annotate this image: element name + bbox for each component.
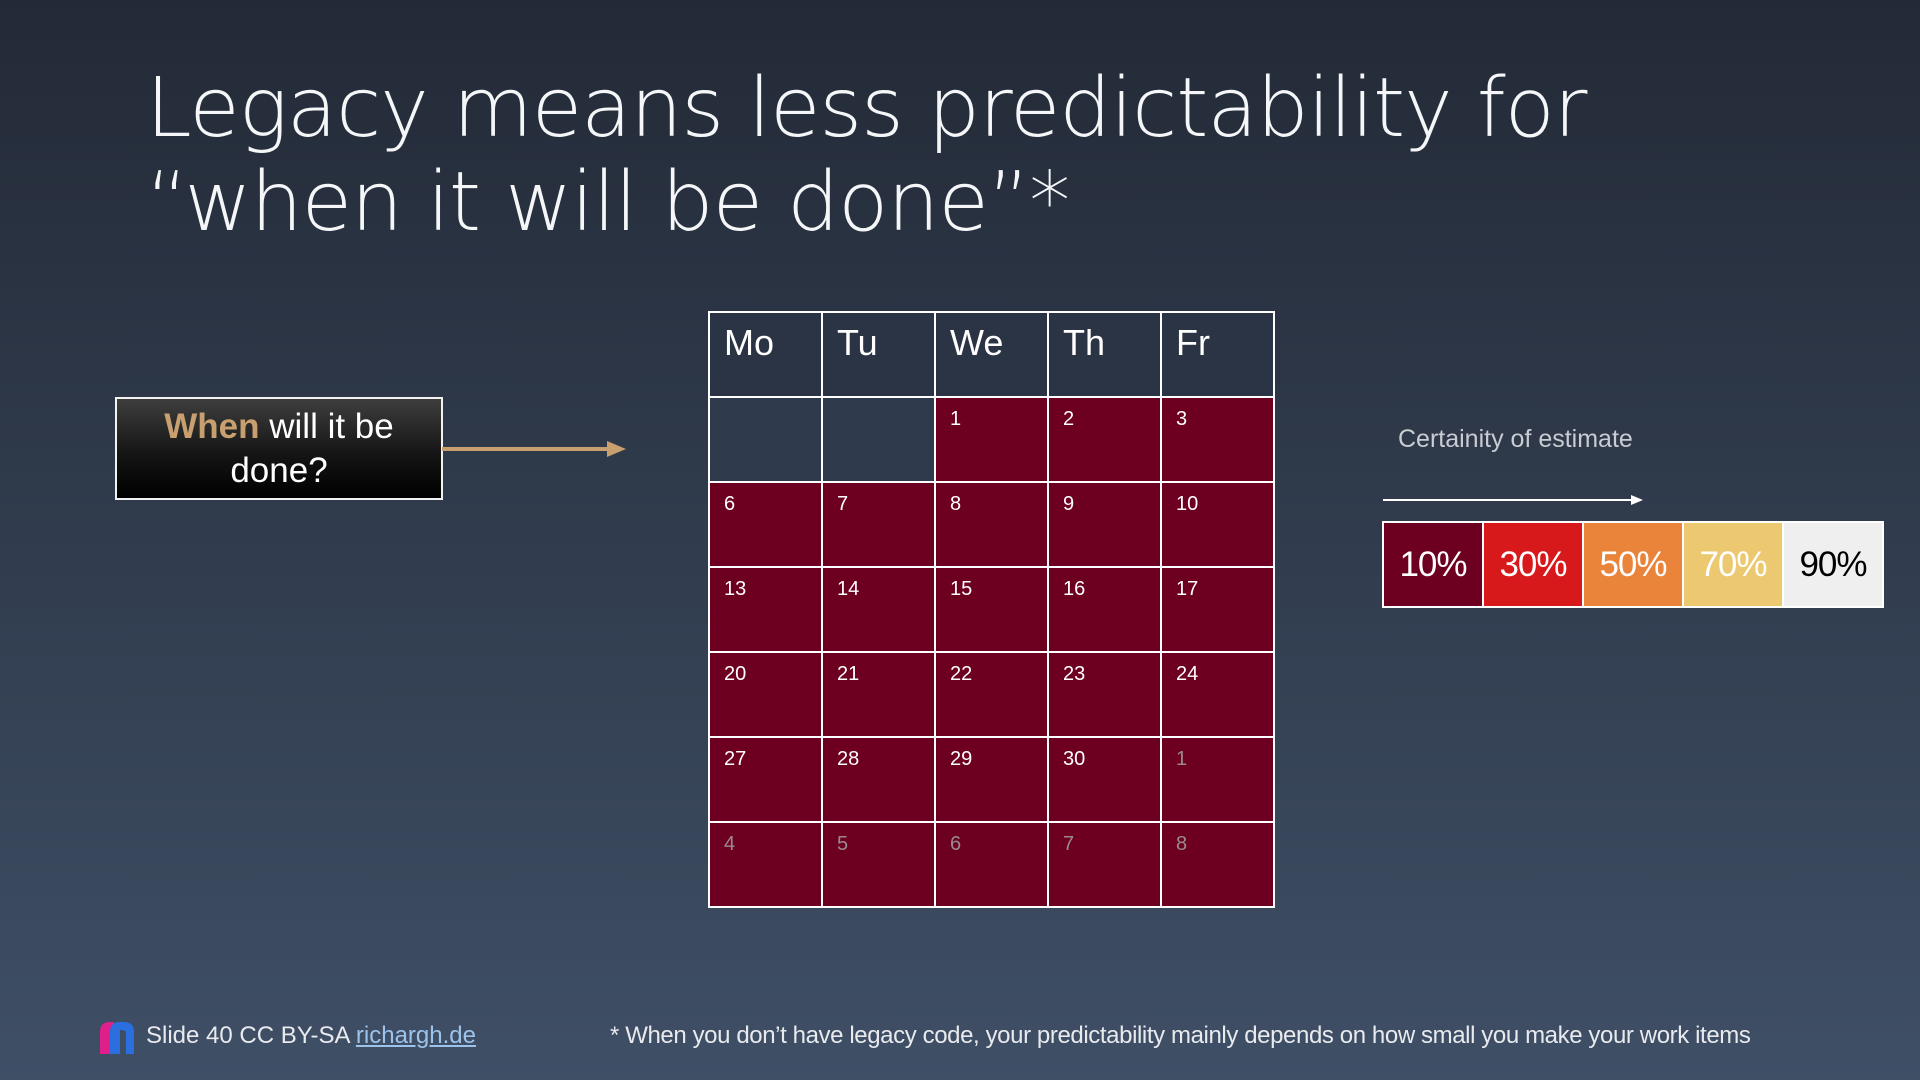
author-link[interactable]: richargh.de xyxy=(355,1022,476,1049)
calendar-day: 17 xyxy=(1160,566,1275,653)
slide-number: Slide 40 CC BY-SA xyxy=(146,1022,356,1049)
calendar-week: 1 2 3 xyxy=(708,396,1275,483)
calendar-day-next-month: 4 xyxy=(708,821,823,908)
calendar-grid: Mo Tu We Th Fr 1 2 3 6 7 8 9 10 13 14 15… xyxy=(708,311,1275,908)
title-line-1: Legacy means less predictability for xyxy=(146,61,1588,156)
calendar-header-th: Th xyxy=(1047,311,1162,398)
calendar-week: 4 5 6 7 8 xyxy=(708,821,1275,908)
calendar-day-next-month: 5 xyxy=(821,821,936,908)
question-box: When will it be done? xyxy=(115,397,443,500)
calendar-day: 21 xyxy=(821,651,936,738)
arrow-right-icon xyxy=(442,441,626,457)
certainty-level-30: 30% xyxy=(1484,523,1584,606)
calendar-day: 15 xyxy=(934,566,1049,653)
title-line-2: “when it will be done”* xyxy=(146,155,1070,250)
calendar-day: 20 xyxy=(708,651,823,738)
calendar-header-row: Mo Tu We Th Fr xyxy=(708,311,1275,398)
certainty-level-70: 70% xyxy=(1684,523,1784,606)
certainty-level-10: 10% xyxy=(1384,523,1484,606)
calendar-week: 20 21 22 23 24 xyxy=(708,651,1275,738)
calendar-day-next-month: 1 xyxy=(1160,736,1275,823)
calendar-day: 16 xyxy=(1047,566,1162,653)
calendar-header-tu: Tu xyxy=(821,311,936,398)
logo-icon xyxy=(100,1022,134,1054)
calendar-day: 30 xyxy=(1047,736,1162,823)
calendar-day: 8 xyxy=(934,481,1049,568)
calendar-week: 13 14 15 16 17 xyxy=(708,566,1275,653)
footnote: * When you don’t have legacy code, your … xyxy=(610,1022,1751,1049)
calendar-day: 2 xyxy=(1047,396,1162,483)
calendar-empty-cell xyxy=(821,396,936,483)
question-rest: will it be done? xyxy=(230,406,394,490)
calendar-week: 27 28 29 30 1 xyxy=(708,736,1275,823)
calendar-day: 9 xyxy=(1047,481,1162,568)
calendar-day: 7 xyxy=(821,481,936,568)
calendar-day: 13 xyxy=(708,566,823,653)
question-highlight: When xyxy=(164,406,260,446)
slide-title: Legacy means less predictability for “wh… xyxy=(146,61,1588,250)
calendar-day: 10 xyxy=(1160,481,1275,568)
calendar-day: 27 xyxy=(708,736,823,823)
calendar-day-next-month: 6 xyxy=(934,821,1049,908)
certainty-scale: 10% 30% 50% 70% 90% xyxy=(1382,521,1884,608)
calendar-day: 3 xyxy=(1160,396,1275,483)
question-text: When will it be done? xyxy=(117,405,441,493)
calendar-day: 22 xyxy=(934,651,1049,738)
calendar-empty-cell xyxy=(708,396,823,483)
calendar-header-fr: Fr xyxy=(1160,311,1275,398)
calendar-header-we: We xyxy=(934,311,1049,398)
calendar-day-next-month: 7 xyxy=(1047,821,1162,908)
calendar-day-next-month: 8 xyxy=(1160,821,1275,908)
calendar-day: 14 xyxy=(821,566,936,653)
certainty-level-50: 50% xyxy=(1584,523,1684,606)
calendar-day: 28 xyxy=(821,736,936,823)
calendar-day: 6 xyxy=(708,481,823,568)
calendar-day: 24 xyxy=(1160,651,1275,738)
calendar-day: 29 xyxy=(934,736,1049,823)
calendar-day: 1 xyxy=(934,396,1049,483)
calendar-header-mo: Mo xyxy=(708,311,823,398)
slide-footer: Slide 40 CC BY-SA richargh.de xyxy=(146,1022,476,1050)
calendar-day: 23 xyxy=(1047,651,1162,738)
calendar-week: 6 7 8 9 10 xyxy=(708,481,1275,568)
arrow-right-icon xyxy=(1383,495,1643,505)
certainty-label: Certainity of estimate xyxy=(1398,425,1633,453)
certainty-level-90: 90% xyxy=(1784,523,1882,606)
